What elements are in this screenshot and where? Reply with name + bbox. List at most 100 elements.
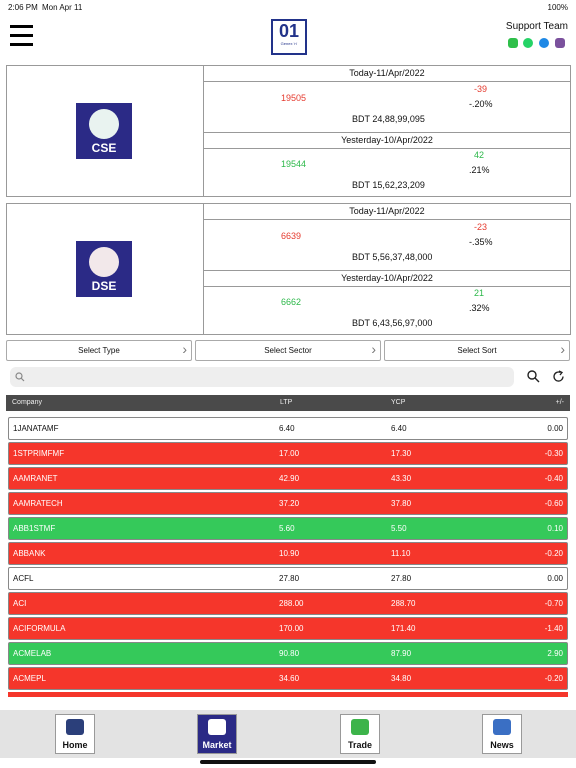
period-label: Yesterday-10/Apr/2022 bbox=[204, 132, 570, 149]
ltp: 10.90 bbox=[279, 549, 300, 558]
logo-emblem bbox=[89, 247, 119, 277]
tab-icon bbox=[493, 719, 511, 735]
tab-button[interactable]: Home bbox=[55, 714, 95, 754]
company-name: ACMELAB bbox=[13, 649, 52, 658]
index-change: 42 bbox=[474, 150, 485, 160]
refresh-button[interactable] bbox=[552, 370, 565, 383]
tab-icon bbox=[66, 719, 84, 735]
index-percent: .32% bbox=[469, 303, 490, 313]
tab-label: Market bbox=[202, 740, 232, 750]
table-body: 1JANATAMF 6.40 6.40 0.00 1STPRIMFMF 17.00 17.3… bbox=[0, 412, 576, 697]
change: -0.20 bbox=[544, 549, 563, 558]
ycp: 11.10 bbox=[391, 549, 411, 558]
market-logo: DSE bbox=[76, 241, 132, 297]
turnover: BDT 24,88,99,095 bbox=[352, 114, 425, 124]
index-change: 21 bbox=[474, 288, 485, 298]
ltp: 37.20 bbox=[279, 499, 300, 508]
whatsapp-icon[interactable] bbox=[523, 38, 533, 48]
turnover: BDT 6,43,56,97,000 bbox=[352, 318, 433, 328]
change: 0.10 bbox=[547, 524, 563, 533]
change: 2.90 bbox=[547, 649, 563, 658]
ycp: 17.30 bbox=[391, 449, 412, 458]
ltp: 34.60 bbox=[279, 674, 300, 683]
change: 0.00 bbox=[547, 574, 563, 583]
period-label: Today-11/Apr/2022 bbox=[204, 66, 570, 82]
stock-row[interactable]: ACI 288.00 288.70 -0.70 bbox=[8, 592, 568, 615]
stock-row[interactable]: AAMRANET 42.90 43.30 -0.40 bbox=[8, 467, 568, 490]
column-header: YCP bbox=[391, 399, 406, 406]
stock-row[interactable]: ACIFORMULA 170.00 171.40 -1.40 bbox=[8, 617, 568, 640]
ycp: 34.80 bbox=[391, 674, 412, 683]
stock-row-partial bbox=[8, 692, 568, 697]
search-field[interactable] bbox=[10, 367, 514, 387]
logo-number: 01 bbox=[278, 21, 300, 41]
stock-row[interactable]: ACMELAB 90.80 87.90 2.90 bbox=[8, 642, 568, 665]
ycp: 5.50 bbox=[391, 524, 407, 533]
menu-bar bbox=[10, 25, 33, 28]
company-name: AAMRANET bbox=[13, 474, 58, 483]
stock-row[interactable]: 1STPRIMFMF 17.00 17.30 -0.30 bbox=[8, 442, 568, 465]
tab-button[interactable]: News bbox=[482, 714, 522, 754]
ycp: 288.70 bbox=[391, 599, 416, 608]
filter-dropdown[interactable]: Select Sector bbox=[195, 340, 381, 361]
stock-row[interactable]: AAMRATECH 37.20 37.80 -0.60 bbox=[8, 492, 568, 515]
turnover: BDT 5,56,37,48,000 bbox=[352, 252, 433, 262]
company-name: ACFL bbox=[13, 574, 34, 583]
menu-bar bbox=[10, 34, 33, 37]
ltp: 6.40 bbox=[279, 424, 295, 433]
battery: 100% bbox=[547, 3, 568, 12]
market-logo-cell: CSE bbox=[7, 66, 204, 196]
stock-row[interactable]: ABBANK 10.90 11.10 -0.20 bbox=[8, 542, 568, 565]
search-icon bbox=[15, 372, 25, 382]
filter-dropdown[interactable]: Select Type bbox=[6, 340, 192, 361]
logo-sub: Genex 'n' bbox=[280, 41, 298, 46]
market-name: CSE bbox=[91, 141, 117, 155]
stock-row[interactable]: 1JANATAMF 6.40 6.40 0.00 bbox=[8, 417, 568, 440]
column-header: LTP bbox=[280, 399, 293, 406]
support-team[interactable]: Support Team bbox=[505, 21, 568, 32]
turnover: BDT 15,62,23,209 bbox=[352, 180, 425, 190]
index-percent: -.35% bbox=[469, 237, 493, 247]
column-header: +/- bbox=[555, 399, 564, 406]
tab-label: News bbox=[490, 740, 514, 750]
market-card: DSE Today-11/Apr/2022 6639 -23 -.35% BDT 5,56… bbox=[6, 203, 571, 335]
tab-bar bbox=[0, 710, 576, 758]
index-value: 19505 bbox=[281, 93, 307, 103]
change: -0.40 bbox=[544, 474, 563, 483]
company-name: ACMEPL bbox=[13, 674, 46, 683]
change: -0.30 bbox=[544, 449, 563, 458]
index-change: -39 bbox=[474, 84, 488, 94]
period-label: Yesterday-10/Apr/2022 bbox=[204, 270, 570, 287]
tab-button[interactable]: Market bbox=[197, 714, 237, 754]
change: -0.20 bbox=[544, 674, 563, 683]
stock-row[interactable]: ACMEPL 34.60 34.80 -0.20 bbox=[8, 667, 568, 690]
company-name: 1STPRIMFMF bbox=[13, 449, 65, 458]
tab-label: Home bbox=[62, 740, 88, 750]
change: 0.00 bbox=[547, 424, 563, 433]
column-header: Company bbox=[12, 399, 42, 406]
ltp: 27.80 bbox=[279, 574, 300, 583]
ycp: 37.80 bbox=[391, 499, 412, 508]
menu-button[interactable] bbox=[10, 25, 33, 47]
phone-icon[interactable] bbox=[508, 38, 518, 48]
stock-row[interactable]: ABB1STMF 5.60 5.50 0.10 bbox=[8, 517, 568, 540]
change: -1.40 bbox=[544, 624, 563, 633]
market-logo: CSE bbox=[76, 103, 132, 159]
ltp: 5.60 bbox=[279, 524, 295, 533]
filter-dropdown[interactable]: Select Sort bbox=[384, 340, 570, 361]
ltp: 170.00 bbox=[279, 624, 304, 633]
ycp: 43.30 bbox=[391, 474, 412, 483]
change: -0.70 bbox=[544, 599, 563, 608]
index-percent: .21% bbox=[469, 165, 490, 175]
tab-button[interactable]: Trade bbox=[340, 714, 380, 754]
index-change: -23 bbox=[474, 222, 488, 232]
ltp: 17.00 bbox=[279, 449, 300, 458]
viber-icon[interactable] bbox=[555, 38, 565, 48]
search-button[interactable] bbox=[527, 370, 540, 383]
company-name: 1JANATAMF bbox=[13, 424, 59, 433]
tab-label: Trade bbox=[347, 740, 372, 750]
messenger-icon[interactable] bbox=[539, 38, 549, 48]
stock-row[interactable]: ACFL 27.80 27.80 0.00 bbox=[8, 567, 568, 590]
ycp: 6.40 bbox=[391, 424, 407, 433]
